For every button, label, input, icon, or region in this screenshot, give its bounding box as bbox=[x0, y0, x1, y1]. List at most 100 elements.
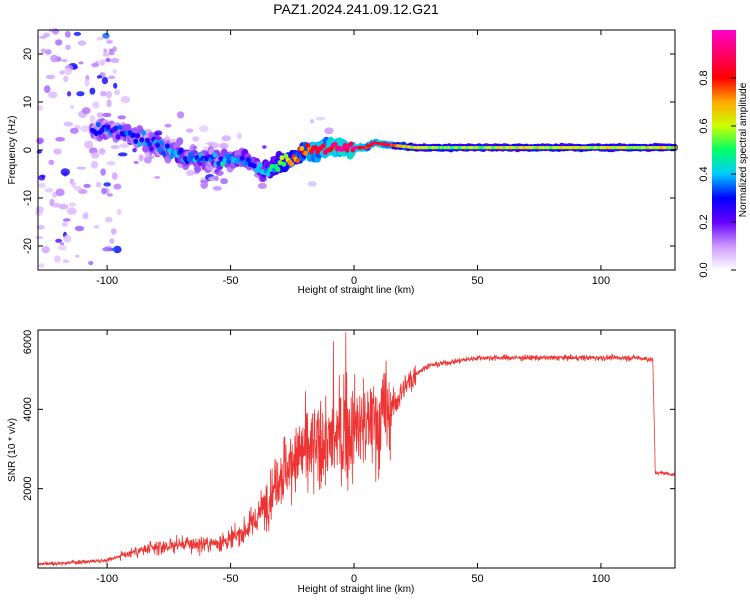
snr-panel: -100 -50 0 50 100 2000 4000 6000 Height of stra… bbox=[7, 329, 676, 595]
colorbar-tick-label: 0.6 bbox=[698, 118, 710, 133]
spectrogram-noise-mark bbox=[60, 59, 68, 62]
spectrogram-noise-mark bbox=[62, 218, 71, 222]
spectrogram-noise-mark bbox=[177, 111, 185, 119]
spectrogram-noise-mark bbox=[69, 127, 79, 134]
spectrogram-noise-mark bbox=[58, 245, 67, 251]
spectrogram-noise-mark bbox=[43, 32, 51, 38]
colorbar-tick-label: 0.8 bbox=[698, 70, 710, 85]
spectrogram-noise-mark bbox=[105, 90, 112, 99]
spectrogram-noise-mark bbox=[164, 123, 172, 128]
spectrogram-noise-mark bbox=[74, 225, 85, 232]
spectrogram-noise-mark bbox=[76, 166, 87, 170]
spectrogram-x-tick-label: -100 bbox=[96, 275, 118, 287]
spectrogram-noise-mark bbox=[109, 238, 115, 244]
spectrogram-ridge-mark bbox=[222, 157, 228, 164]
spectrogram-noise-mark bbox=[67, 91, 72, 97]
spectrogram-noise-mark bbox=[78, 61, 84, 65]
snr-x-tick-label: 100 bbox=[592, 573, 610, 585]
spectrogram-noise-mark bbox=[113, 82, 118, 89]
spectrogram-noise-mark bbox=[116, 208, 122, 216]
spectrogram-noise-mark bbox=[324, 127, 334, 135]
spectrogram-noise-mark bbox=[63, 75, 69, 83]
spectrogram-noise-mark bbox=[73, 31, 82, 36]
spectrogram-noise-mark bbox=[113, 183, 122, 190]
spectrogram-y-tick-label: 10 bbox=[22, 96, 34, 108]
spectrogram-ridge-mark bbox=[105, 124, 111, 130]
spectrogram-noise-mark bbox=[117, 115, 126, 120]
spectrogram-noise-mark bbox=[89, 115, 96, 123]
spectrogram-ridge-mark bbox=[348, 141, 354, 147]
spectrogram-ridge-mark bbox=[145, 137, 151, 144]
spectrogram-noise-mark bbox=[132, 148, 137, 153]
spectrogram-noise-mark bbox=[43, 85, 51, 93]
spectrogram-noise-mark bbox=[138, 154, 144, 162]
spectrogram-noise-mark bbox=[52, 203, 62, 208]
spectrogram-noise-mark bbox=[104, 216, 113, 223]
spectrogram-ridge-mark bbox=[188, 151, 194, 157]
spectrogram-noise-mark bbox=[63, 234, 72, 243]
spectrogram-noise-mark bbox=[60, 168, 70, 176]
spectrogram-noise-mark bbox=[36, 225, 45, 230]
spectrogram-noise-mark bbox=[50, 54, 59, 63]
spectrogram-noise-mark bbox=[133, 160, 139, 165]
spectrogram-noise-mark bbox=[110, 145, 120, 149]
figure-title: PAZ1.2024.241.09.12.G21 bbox=[273, 1, 439, 17]
spectrogram-noise-mark bbox=[99, 59, 106, 66]
spectrogram-noise-mark bbox=[38, 182, 46, 188]
spectrogram-ridge-mark bbox=[139, 137, 145, 143]
spectrogram-ridge-mark bbox=[299, 145, 305, 152]
spectrogram-ridge-mark bbox=[342, 142, 348, 148]
spectrogram-noise-mark bbox=[106, 193, 113, 197]
spectrogram-ridge-mark bbox=[275, 166, 281, 172]
spectrogram-noise-mark bbox=[48, 159, 55, 165]
spectrogram-ridge-mark bbox=[157, 147, 162, 153]
spectrogram-noise-mark bbox=[111, 172, 118, 180]
spectrogram-noise-mark bbox=[61, 221, 68, 227]
spectrogram-noise-mark bbox=[203, 146, 209, 150]
spectrogram-noise-mark bbox=[55, 188, 65, 197]
spectrogram-noise-mark bbox=[38, 263, 45, 268]
snr-ticks: -100 -50 0 50 100 2000 4000 6000 bbox=[22, 329, 675, 585]
spectrogram-noise-mark bbox=[35, 236, 44, 240]
spectrogram-ridge-mark bbox=[93, 130, 99, 136]
spectrogram-noise-mark bbox=[82, 213, 89, 220]
spectrogram-noise-mark bbox=[98, 148, 106, 155]
colorbar: 0.0 0.2 0.4 0.6 0.8 Normalized spectral ampl… bbox=[698, 30, 749, 278]
spectrogram-noise-mark bbox=[84, 140, 94, 149]
spectrogram-ridge-mark bbox=[240, 155, 245, 161]
spectrogram-y-tick-label: -10 bbox=[22, 190, 34, 206]
spectrogram-noise-mark bbox=[44, 49, 52, 55]
spectrogram-noise-mark bbox=[92, 62, 99, 67]
spectrogram-noise-mark bbox=[38, 174, 46, 181]
spectrogram-noise-mark bbox=[62, 259, 70, 264]
spectrogram-noise-mark bbox=[54, 255, 61, 263]
spectrogram-noise-mark bbox=[69, 105, 75, 109]
spectrogram-ridge-mark bbox=[155, 142, 160, 148]
spectrogram-noise-mark bbox=[205, 141, 215, 145]
spectrogram-noise-mark bbox=[66, 207, 77, 215]
spectrogram-noise-mark bbox=[40, 48, 47, 54]
spectrogram-noise-mark bbox=[214, 175, 219, 182]
spectrogram-noise-mark bbox=[71, 181, 76, 188]
spectrogram-ridge-halo bbox=[194, 165, 201, 174]
spectrogram-ridge-mark bbox=[224, 153, 230, 159]
colorbar-label: Normalized spectral amplitude bbox=[738, 82, 749, 217]
spectrogram-noise-mark bbox=[185, 128, 194, 133]
spectrogram-noise-mark bbox=[73, 186, 82, 191]
spectrogram-noise-mark bbox=[102, 32, 110, 39]
spectrogram-ridge-mark bbox=[305, 142, 310, 148]
spectrogram-noise-mark bbox=[77, 40, 87, 46]
spectrogram-noise-mark bbox=[68, 202, 77, 207]
snr-y-tick-label: 4000 bbox=[22, 397, 34, 421]
spectrogram-noise-mark bbox=[237, 132, 242, 140]
spectrogram-ridge-mark bbox=[321, 143, 326, 149]
snr-x-tick-label: -100 bbox=[96, 573, 118, 585]
spectrogram-ridge-mark bbox=[115, 134, 121, 140]
spectrogram-noise-mark bbox=[119, 143, 129, 149]
spectrogram-noise-mark bbox=[53, 148, 62, 155]
spectrogram-noise-mark bbox=[221, 135, 231, 142]
spectrogram-noise-mark bbox=[63, 121, 74, 127]
spectrogram-ridge-mark bbox=[313, 145, 318, 151]
spectrogram-noise-mark bbox=[107, 75, 116, 80]
